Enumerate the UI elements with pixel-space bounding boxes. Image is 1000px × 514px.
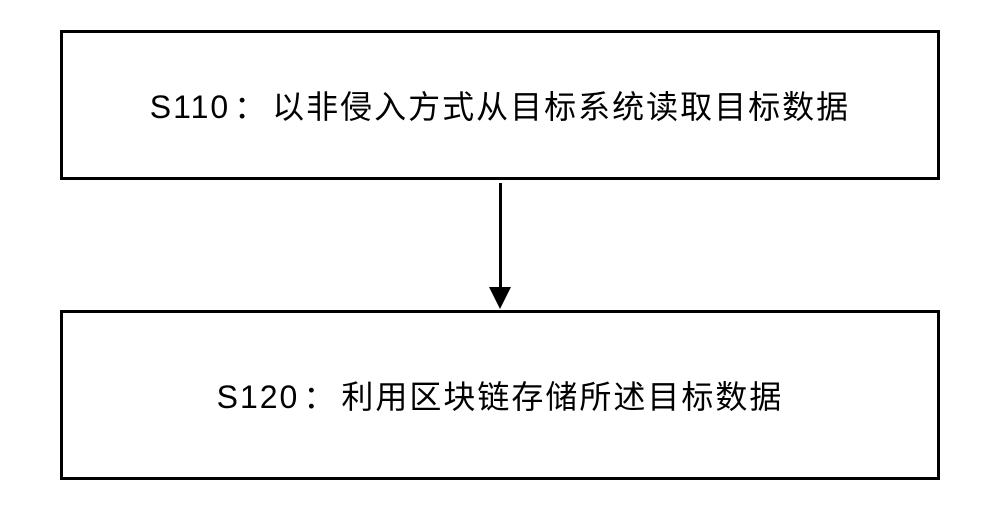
step-text: S120：利用区块链存储所述目标数据: [217, 372, 784, 418]
separator: ：: [303, 379, 337, 415]
step-id-label: S110: [150, 89, 230, 125]
arrow-down-icon: [498, 183, 502, 310]
step-description: 以非侵入方式从目标系统读取目标数据: [272, 89, 850, 125]
flowchart-container: S110：以非侵入方式从目标系统读取目标数据 S120：利用区块链存储所述目标数…: [0, 0, 1000, 514]
arrow-head: [489, 287, 511, 309]
step-text: S110：以非侵入方式从目标系统读取目标数据: [150, 82, 850, 128]
arrow-line: [499, 183, 502, 288]
step-id-label: S120: [217, 379, 300, 415]
separator: ：: [234, 89, 268, 125]
flowchart-step-s120: S120：利用区块链存储所述目标数据: [60, 310, 940, 480]
flowchart-step-s110: S110：以非侵入方式从目标系统读取目标数据: [60, 30, 940, 180]
step-description: 利用区块链存储所述目标数据: [341, 379, 783, 415]
